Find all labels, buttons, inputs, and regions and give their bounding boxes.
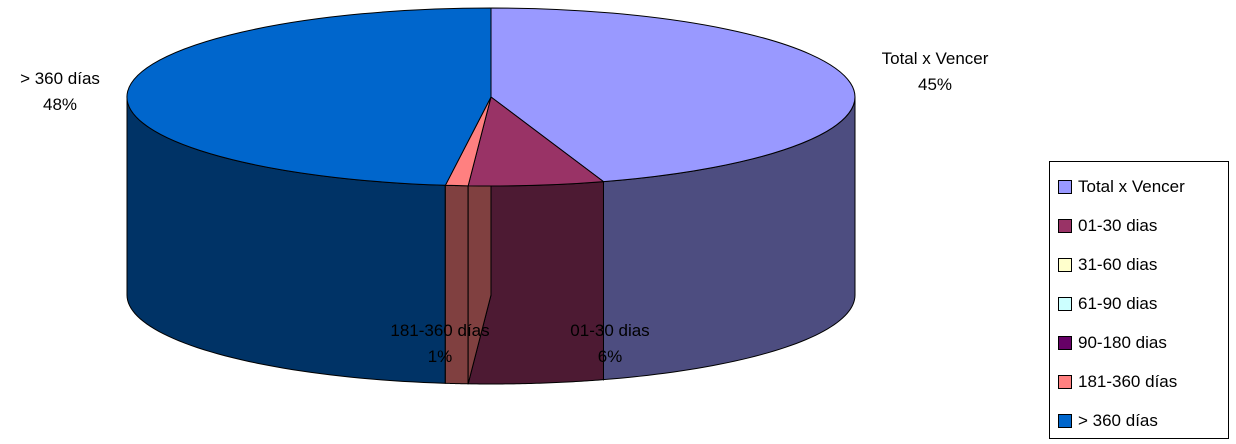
legend-swatch — [1058, 335, 1072, 350]
data-label-percent: 45% — [917, 75, 953, 94]
data-label-percent: 1% — [427, 347, 453, 366]
pie-slice-360-d-as — [126, 7, 492, 186]
pie-slice-total-x-vencer — [490, 7, 856, 183]
legend-item-61-90-dias: 61-90 dias — [1050, 284, 1228, 323]
data-label-181-360-dias: 181-360 días 1% — [350, 318, 530, 370]
legend: Total x Vencer 01-30 dias 31-60 dias 61-… — [1049, 161, 1229, 439]
legend-item-31-60-dias: 31-60 dias — [1050, 245, 1228, 284]
data-label-over-360-dias: > 360 días 48% — [0, 66, 135, 118]
legend-label: 181-360 días — [1078, 371, 1178, 391]
legend-label: 01-30 dias — [1078, 215, 1158, 235]
legend-label: > 360 días — [1078, 410, 1158, 430]
legend-label: Total x Vencer — [1078, 176, 1185, 196]
legend-swatch — [1058, 413, 1072, 428]
data-label-name: 01-30 dias — [570, 321, 650, 340]
data-label-name: 181-360 días — [390, 321, 490, 340]
legend-label: 61-90 dias — [1078, 293, 1158, 313]
legend-swatch — [1058, 179, 1072, 194]
data-label-01-30-dias: 01-30 dias 6% — [520, 318, 700, 370]
pie-slice-01-30-dias — [467, 96, 605, 187]
data-label-percent: 48% — [42, 95, 78, 114]
legend-item-90-180-dias: 90-180 dias — [1050, 323, 1228, 362]
legend-swatch — [1058, 257, 1072, 272]
legend-item-01-30-dias: 01-30 dias — [1050, 206, 1228, 245]
data-label-name: > 360 días — [20, 69, 100, 88]
legend-item-181-360-dias: 181-360 días — [1050, 362, 1228, 401]
legend-swatch — [1058, 374, 1072, 389]
data-label-total-x-vencer: Total x Vencer 45% — [845, 46, 1025, 98]
legend-swatch — [1058, 218, 1072, 233]
data-label-percent: 6% — [597, 347, 623, 366]
legend-label: 90-180 dias — [1078, 332, 1167, 352]
legend-swatch — [1058, 296, 1072, 311]
data-label-name: Total x Vencer — [881, 49, 989, 68]
legend-label: 31-60 dias — [1078, 254, 1158, 274]
legend-item-total-x-vencer: Total x Vencer — [1050, 167, 1228, 206]
legend-item-over-360-dias: > 360 días — [1050, 401, 1228, 440]
